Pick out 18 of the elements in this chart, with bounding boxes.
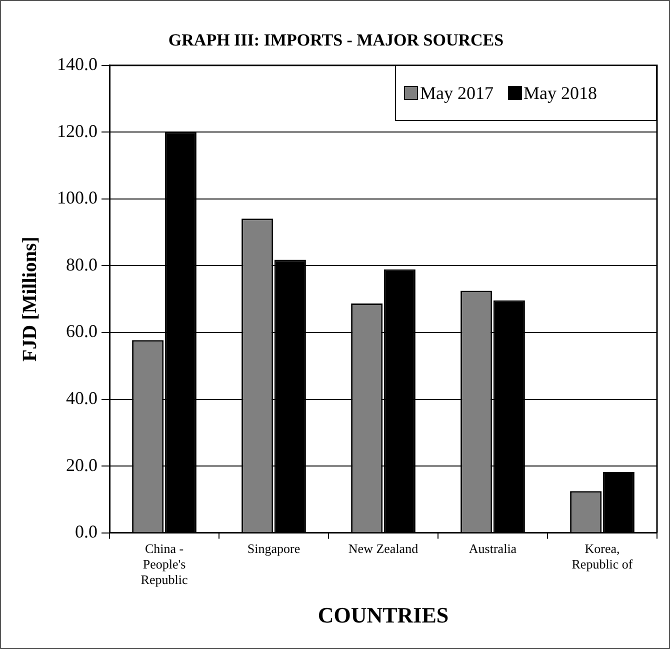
y-tick-label: 140.0	[57, 54, 98, 74]
y-tick-label: 40.0	[66, 388, 98, 408]
x-tick-label: Australia	[468, 541, 517, 556]
y-tick-label: 20.0	[66, 454, 98, 475]
y-axis-title: FJD [Millions]	[19, 236, 42, 362]
legend-label: May 2018	[524, 82, 597, 104]
x-tick-label: Korea, Republic of	[572, 541, 634, 572]
x-axis-title: COUNTRIES	[318, 602, 449, 628]
x-tick-label: China - People's Republic	[140, 541, 188, 588]
x-tick-label: Singapore	[247, 541, 300, 556]
y-tick-label: 60.0	[66, 321, 98, 342]
y-tick-label: 0.0	[75, 522, 98, 542]
y-tick-label: 80.0	[66, 254, 98, 274]
legend-label: May 2017	[420, 82, 494, 104]
y-tick-label: 100.0	[57, 188, 98, 208]
chart-title: GRAPH III: IMPORTS - MAJOR SOURCES	[168, 30, 504, 50]
y-tick-label: 120.0	[57, 120, 98, 141]
x-tick-label: New Zealand	[348, 541, 419, 556]
